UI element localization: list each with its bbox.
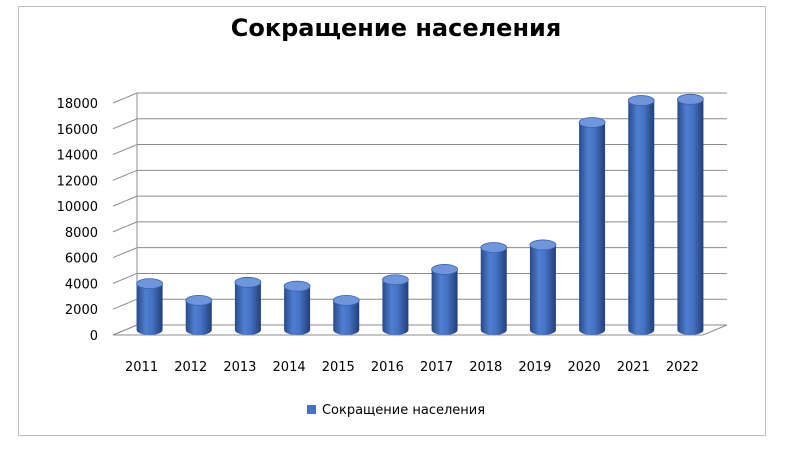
y-tick-label: 8000 [65,226,98,241]
side-wall-line [112,144,138,156]
x-tick-label: 2020 [568,360,601,375]
bar [283,280,311,335]
side-wall-line [112,247,138,259]
y-tick-label: 14000 [57,149,98,164]
y-tick-label: 18000 [57,97,98,112]
bar [677,93,704,336]
y-tick-label: 4000 [65,277,98,292]
x-tick-label: 2015 [322,360,355,375]
legend-swatch [306,405,316,414]
bar [234,276,262,335]
x-tick-label: 2021 [617,360,650,375]
chart-title: Сокращение населения [230,14,562,42]
chart-floor [112,324,728,336]
x-tick-label: 2013 [223,360,256,375]
y-tick-label: 16000 [57,123,98,138]
bar [480,242,508,335]
side-wall-line [112,272,138,284]
bar [578,117,606,335]
x-tick-label: 2017 [420,360,453,375]
x-tick-label: 2014 [273,360,306,375]
chart-legend: Сокращение населения [0,403,792,418]
side-wall-line [112,169,138,181]
y-tick-label: 2000 [65,303,98,318]
x-tick-label: 2011 [125,360,158,375]
y-tick-label: 6000 [65,252,98,267]
side-wall-line [112,221,138,233]
y-tick-label: 10000 [57,200,98,215]
x-tick-label: 2018 [469,360,502,375]
side-wall-line [112,92,138,104]
y-tick-label: 0 [90,329,98,344]
bar [332,294,360,335]
side-wall-line [112,118,138,130]
x-tick-label: 2016 [371,360,404,375]
x-tick-label: 2019 [518,360,551,375]
x-tick-label: 2022 [666,360,699,375]
side-wall-line [112,195,138,207]
x-tick-label: 2012 [174,360,207,375]
bar [627,95,655,335]
bar [382,274,409,335]
bar [529,239,557,335]
side-wall-line [112,298,138,310]
bar [136,278,163,335]
bar [185,294,213,335]
y-tick-label: 12000 [57,174,98,189]
bar [431,264,458,335]
legend-label: Сокращение населения [321,403,486,418]
